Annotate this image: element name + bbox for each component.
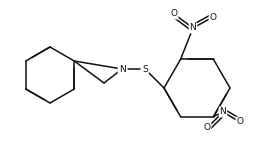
Text: N: N (119, 65, 125, 74)
Text: N: N (190, 24, 196, 33)
Text: S: S (142, 65, 148, 74)
Text: O: O (210, 12, 216, 21)
Text: O: O (170, 9, 178, 18)
Text: N: N (220, 107, 226, 116)
Text: O: O (204, 123, 210, 132)
Text: O: O (236, 118, 244, 127)
